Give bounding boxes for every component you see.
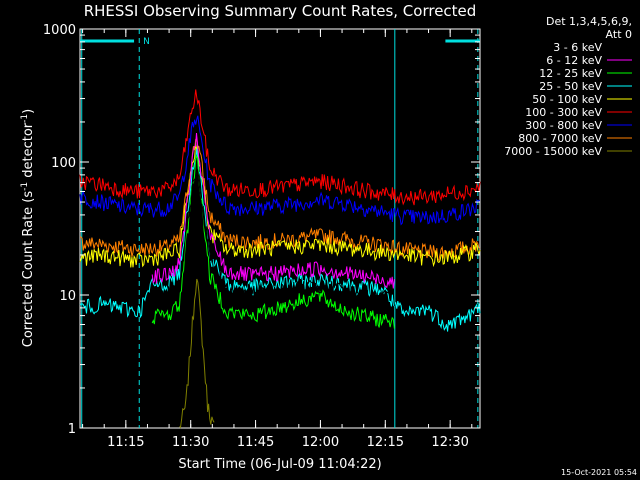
y-tick-label: 1 xyxy=(68,422,76,437)
series-line xyxy=(151,132,395,289)
legend-entry-label: 50 - 100 keV xyxy=(532,93,602,106)
legend-entry-label: 800 - 7000 keV xyxy=(518,132,602,145)
legend-entry-label: 300 - 800 keV xyxy=(525,119,602,132)
x-tick-label: 11:45 xyxy=(237,435,274,450)
x-tick-label: 12:00 xyxy=(302,435,339,450)
y-axis-label: Corrected Count Rate (s-1 detector-1) xyxy=(20,109,36,347)
legend-entry-label: 25 - 50 keV xyxy=(539,80,602,93)
x-tick-label: 12:15 xyxy=(367,435,404,450)
x-tick-label: 11:30 xyxy=(172,435,209,450)
x-axis-label: Start Time (06-Jul-09 11:04:22) xyxy=(178,457,381,472)
legend-entry-label: 100 - 300 keV xyxy=(525,106,602,119)
chart-title: RHESSI Observing Summary Count Rates, Co… xyxy=(84,2,477,20)
y-axis-label-start: Corrected Count Rate (s xyxy=(21,191,36,348)
flag-label-n: N xyxy=(143,37,150,47)
series-line xyxy=(79,137,481,261)
series-group xyxy=(79,89,481,429)
legend-entry-label: 6 - 12 keV xyxy=(546,54,602,67)
series-line xyxy=(151,168,395,306)
series-line xyxy=(179,278,215,429)
x-tick-label: 11:15 xyxy=(107,435,144,450)
series-line xyxy=(79,148,481,332)
plot-border xyxy=(79,28,481,429)
y-tick-label: 100 xyxy=(51,156,76,171)
axes: 11:15 11:30 11:45 12:00 12:15 12:30 1000 100 10 1 xyxy=(43,23,480,450)
series-line xyxy=(79,143,481,268)
legend-header-line1: Det 1,3,4,5,6,9, xyxy=(546,15,632,28)
x-tick-label: 12:30 xyxy=(431,435,468,450)
y-axis-label-mid: detector xyxy=(21,122,36,182)
y-axis-label-end: ) xyxy=(21,109,36,114)
series-line xyxy=(79,115,481,226)
plot-area xyxy=(79,28,481,429)
series-line xyxy=(79,89,481,206)
legend-entry-label: 12 - 25 keV xyxy=(539,67,602,80)
legend-entry-label: 7000 - 15000 keV xyxy=(504,145,602,158)
y-axis-label-sup1: -1 xyxy=(20,182,30,191)
legend-entry-label: 3 - 6 keV xyxy=(553,41,602,54)
y-tick-label: 10 xyxy=(59,289,76,304)
y-tick-label: 1000 xyxy=(43,23,76,38)
flag-overlay: N xyxy=(80,29,480,428)
timestamp-stamp: 15-Oct-2021 05:54 xyxy=(561,468,637,477)
legend-header-line2: Att 0 xyxy=(606,28,632,41)
y-axis-label-sup2: -1 xyxy=(20,114,30,123)
